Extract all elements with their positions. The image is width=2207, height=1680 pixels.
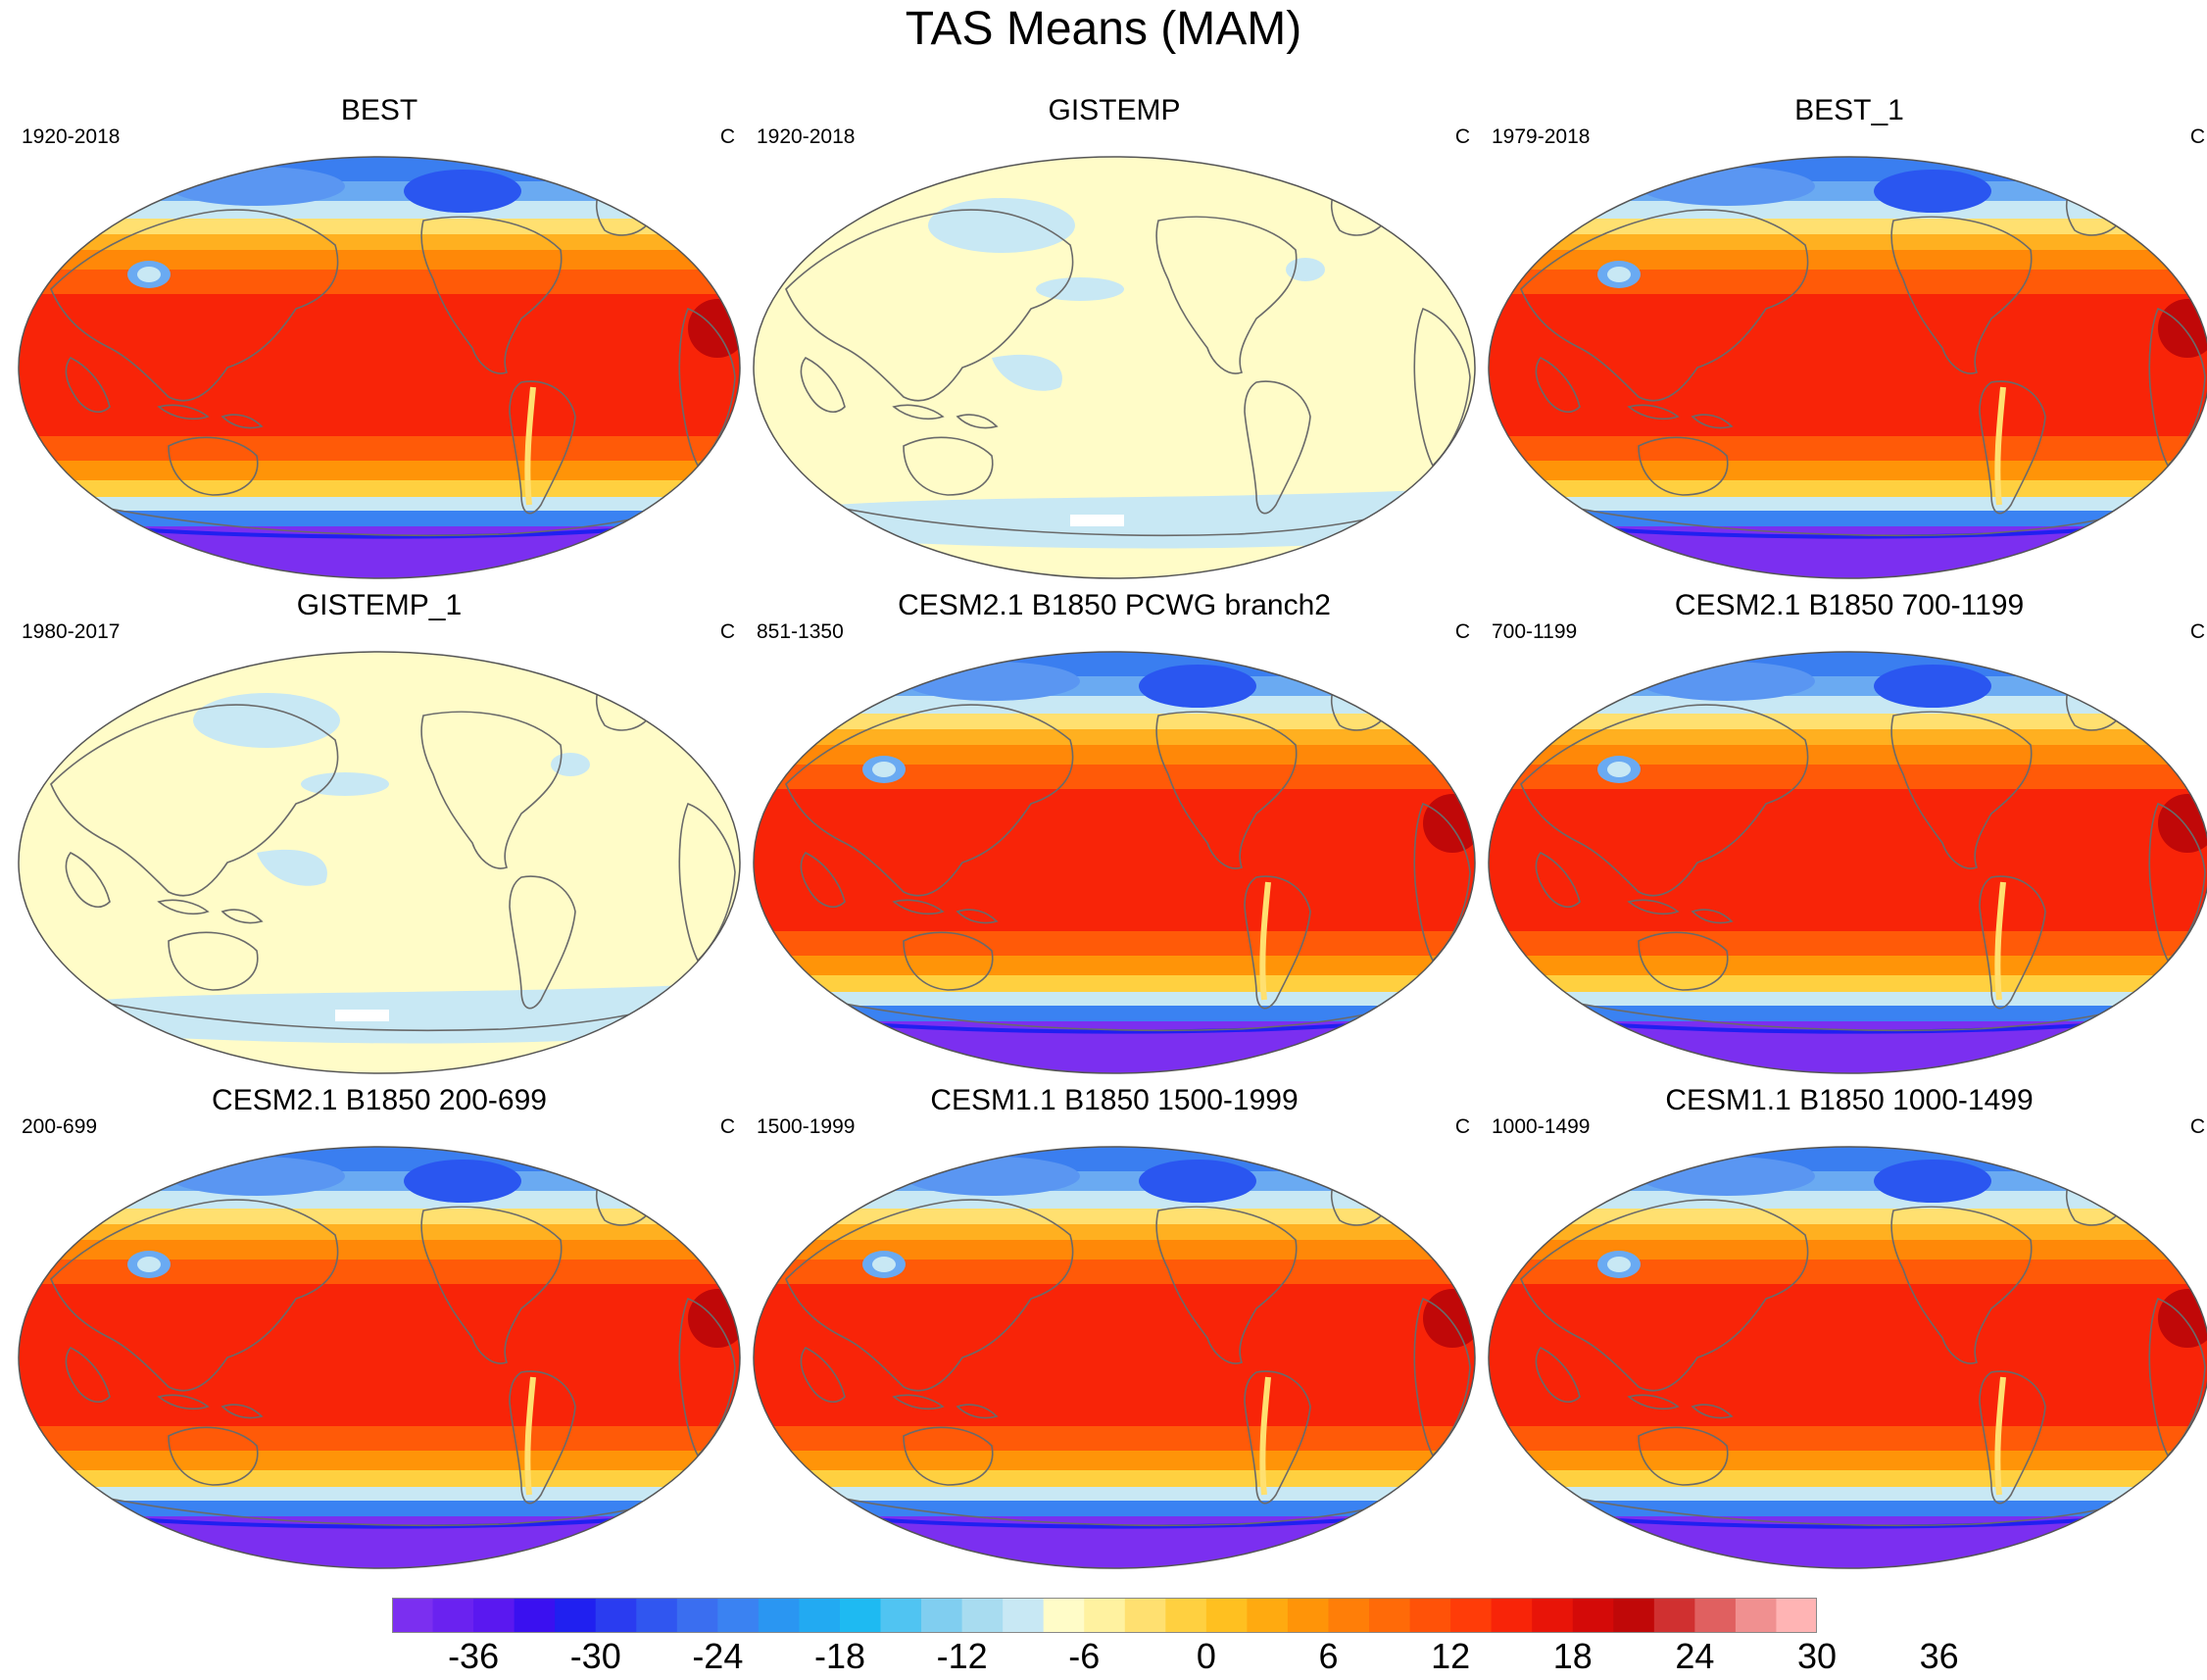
colorbar-box — [1491, 1598, 1533, 1633]
panel-title: CESM1.1 B1850 1000-1499 — [1665, 1084, 2034, 1116]
colorbar-box — [1043, 1598, 1085, 1633]
colorbar-tick-label: -30 — [569, 1636, 621, 1676]
map-panel: CESM2.1 B1850 200-699 200-699 C — [12, 1083, 747, 1578]
colorbar — [392, 1598, 1817, 1637]
temperature-map — [1488, 156, 2207, 579]
colorbar-box — [1205, 1598, 1248, 1633]
colorbar-box — [1572, 1598, 1614, 1633]
colorbar-box — [432, 1598, 474, 1633]
panel-period: 1920-2018 — [22, 125, 121, 148]
colorbar-box — [1694, 1598, 1737, 1633]
colorbar-tick-label: -6 — [1068, 1636, 1101, 1676]
temperature-map — [753, 651, 1476, 1074]
colorbar-box — [555, 1598, 597, 1633]
colorbar-tick-label: -24 — [692, 1636, 744, 1676]
colorbar-box — [1532, 1598, 1574, 1633]
colorbar-tick-label: 30 — [1796, 1636, 1838, 1676]
panel-title: GISTEMP_1 — [296, 589, 463, 621]
colorbar-tick-label: -36 — [448, 1636, 500, 1676]
panel-period: 1979-2018 — [1492, 125, 1591, 148]
panel-period: 1000-1499 — [1492, 1115, 1591, 1138]
temperature-map — [18, 651, 741, 1074]
colorbar-tick-label: 6 — [1318, 1636, 1339, 1676]
map-panel: BEST_1 1979-2018 C — [1482, 93, 2207, 588]
colorbar-box — [1450, 1598, 1493, 1633]
colorbar-box — [1003, 1598, 1045, 1633]
colorbar-box — [717, 1598, 760, 1633]
panel-unit: C — [2189, 1115, 2205, 1138]
panel-title: GISTEMP — [1048, 94, 1181, 126]
colorbar-tick-label: -18 — [813, 1636, 865, 1676]
temperature-map — [18, 156, 741, 579]
map-panel: CESM1.1 B1850 1000-1499 1000-1499 C — [1482, 1083, 2207, 1578]
colorbar-box — [1369, 1598, 1411, 1633]
panel-title: CESM2.1 B1850 PCWG branch2 — [898, 589, 1331, 621]
colorbar-tick-labels: -36 -30 -24 -18 -12 -6 0 6 12 18 24 30 36 — [392, 1636, 1959, 1680]
panel-unit: C — [719, 1115, 735, 1138]
colorbar-box — [1776, 1598, 1817, 1633]
colorbar-box — [514, 1598, 556, 1633]
colorbar-box — [799, 1598, 841, 1633]
panel-title: CESM2.1 B1850 700-1199 — [1674, 589, 2025, 621]
colorbar-tick-label: 18 — [1552, 1636, 1593, 1676]
panel-unit: C — [719, 125, 735, 148]
colorbar-box — [880, 1598, 922, 1633]
colorbar-tick-label: 24 — [1675, 1636, 1715, 1676]
figure-title: TAS Means (MAM) — [905, 3, 1302, 55]
colorbar-box — [1287, 1598, 1329, 1633]
colorbar-box — [839, 1598, 882, 1633]
colorbar-tick-label: 12 — [1431, 1636, 1471, 1676]
temperature-map — [753, 1146, 1476, 1569]
colorbar-box — [1124, 1598, 1166, 1633]
colorbar-box — [1613, 1598, 1655, 1633]
map-panel: GISTEMP_1 1980-2017 C — [12, 588, 747, 1083]
panel-period: 200-699 — [22, 1115, 98, 1138]
colorbar-box — [1735, 1598, 1777, 1633]
colorbar-box — [595, 1598, 637, 1633]
colorbar-tick-label: 0 — [1196, 1636, 1216, 1676]
panel-title: CESM1.1 B1850 1500-1999 — [930, 1084, 1299, 1116]
map-panel: CESM2.1 B1850 PCWG branch2 851-1350 C — [747, 588, 1482, 1083]
colorbar-box — [636, 1598, 678, 1633]
colorbar-box — [1328, 1598, 1370, 1633]
temperature-map — [18, 1146, 741, 1569]
colorbar-box — [392, 1598, 434, 1633]
panel-unit: C — [2189, 125, 2205, 148]
colorbar-box — [1409, 1598, 1451, 1633]
panel-unit: C — [719, 620, 735, 643]
map-panel: GISTEMP 1920-2018 C — [747, 93, 1482, 588]
panel-period: 700-1199 — [1492, 620, 1578, 643]
panel-unit: C — [1454, 620, 1470, 643]
colorbar-tick-label: 36 — [1919, 1636, 1959, 1676]
panel-unit: C — [2189, 620, 2205, 643]
colorbar-boxes — [392, 1598, 1817, 1633]
map-panel: CESM1.1 B1850 1500-1999 1500-1999 C — [747, 1083, 1482, 1578]
colorbar-box — [1165, 1598, 1207, 1633]
panel-unit: C — [1454, 125, 1470, 148]
temperature-map — [1488, 1146, 2207, 1569]
colorbar-box — [961, 1598, 1004, 1633]
panel-unit: C — [1454, 1115, 1470, 1138]
panel-period: 1920-2018 — [757, 125, 856, 148]
colorbar-box — [676, 1598, 718, 1633]
panel-period: 1500-1999 — [757, 1115, 856, 1138]
colorbar-box — [758, 1598, 800, 1633]
colorbar-box — [921, 1598, 963, 1633]
temperature-map — [1488, 651, 2207, 1074]
map-panel: BEST 1920-2018 C — [12, 93, 747, 588]
colorbar-tick-label: -12 — [936, 1636, 988, 1676]
panel-title: BEST — [340, 94, 418, 126]
colorbar-box — [1653, 1598, 1695, 1633]
map-panel: CESM2.1 B1850 700-1199 700-1199 C — [1482, 588, 2207, 1083]
panel-period: 1980-2017 — [22, 620, 121, 643]
colorbar-box — [1084, 1598, 1126, 1633]
panel-period: 851-1350 — [757, 620, 844, 643]
temperature-map — [753, 156, 1476, 579]
colorbar-box — [473, 1598, 515, 1633]
panel-title: BEST_1 — [1794, 94, 1904, 126]
colorbar-box — [1247, 1598, 1289, 1633]
panel-title: CESM2.1 B1850 200-699 — [212, 1084, 547, 1116]
